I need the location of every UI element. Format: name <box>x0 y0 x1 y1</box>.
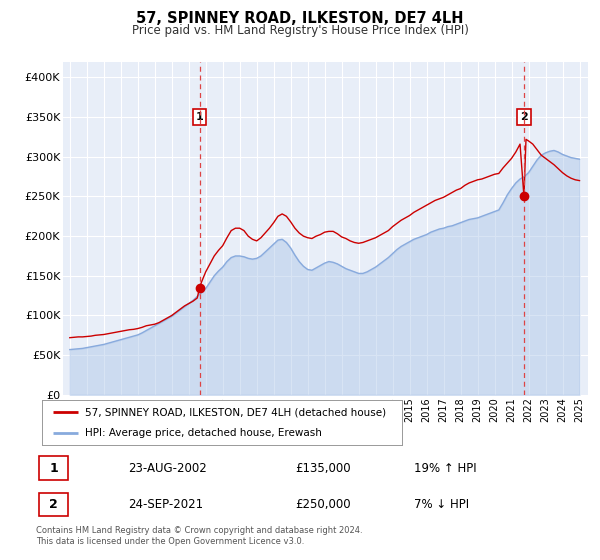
Text: 19% ↑ HPI: 19% ↑ HPI <box>414 461 476 475</box>
Text: 1: 1 <box>196 112 203 122</box>
Text: 7% ↓ HPI: 7% ↓ HPI <box>414 498 469 511</box>
Text: Price paid vs. HM Land Registry's House Price Index (HPI): Price paid vs. HM Land Registry's House … <box>131 24 469 37</box>
Text: 57, SPINNEY ROAD, ILKESTON, DE7 4LH (detached house): 57, SPINNEY ROAD, ILKESTON, DE7 4LH (det… <box>85 408 386 418</box>
Text: £250,000: £250,000 <box>295 498 351 511</box>
Text: 2: 2 <box>520 112 528 122</box>
FancyBboxPatch shape <box>39 456 68 480</box>
Text: 24-SEP-2021: 24-SEP-2021 <box>128 498 203 511</box>
FancyBboxPatch shape <box>39 493 68 516</box>
Text: Contains HM Land Registry data © Crown copyright and database right 2024.
This d: Contains HM Land Registry data © Crown c… <box>36 526 362 546</box>
Text: 2: 2 <box>49 498 58 511</box>
Text: 1: 1 <box>49 461 58 475</box>
Text: HPI: Average price, detached house, Erewash: HPI: Average price, detached house, Erew… <box>85 428 322 438</box>
Text: £135,000: £135,000 <box>295 461 351 475</box>
Text: 57, SPINNEY ROAD, ILKESTON, DE7 4LH: 57, SPINNEY ROAD, ILKESTON, DE7 4LH <box>136 11 464 26</box>
Text: 23-AUG-2002: 23-AUG-2002 <box>128 461 206 475</box>
